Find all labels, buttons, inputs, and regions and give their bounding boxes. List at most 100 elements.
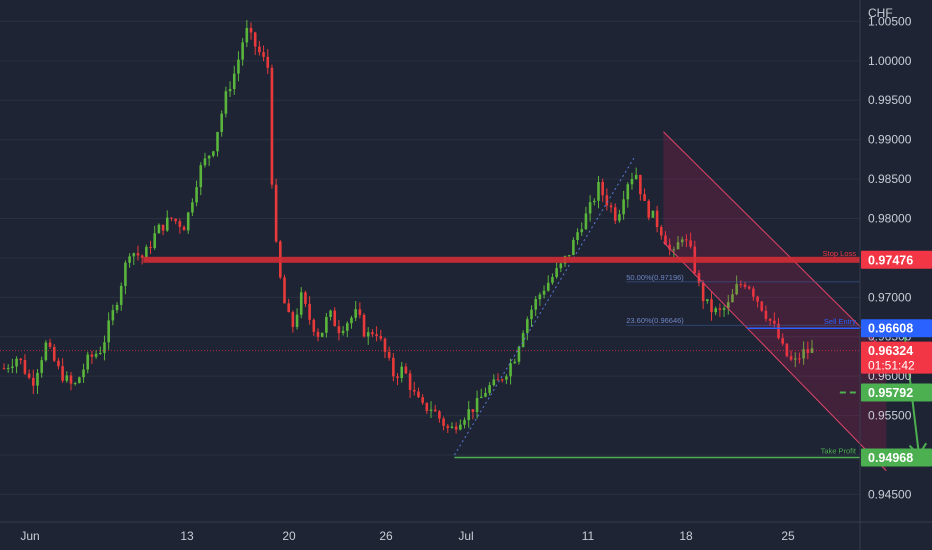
- price-tag-3-text: 0.94968: [868, 451, 913, 465]
- candle-body: [186, 212, 190, 231]
- current-price-tag-bg[interactable]: [861, 341, 932, 374]
- candle-body: [655, 210, 659, 228]
- candle-body: [224, 91, 228, 114]
- candle-body: [798, 358, 801, 360]
- candle-body: [366, 332, 370, 337]
- candle-body: [136, 253, 140, 256]
- candle-body: [195, 187, 198, 203]
- candle-body: [266, 56, 270, 68]
- candle-body: [747, 286, 751, 289]
- candle-body: [132, 253, 136, 257]
- candle-body: [387, 351, 391, 358]
- candle-body: [706, 299, 709, 301]
- candle-body: [517, 346, 521, 362]
- candle-body: [149, 246, 152, 248]
- candle-body: [417, 391, 420, 398]
- y-tick-label: 0.95500: [868, 409, 912, 423]
- candle-body: [82, 369, 85, 378]
- candle-body: [6, 367, 10, 369]
- candle-body: [304, 292, 307, 304]
- candle-body: [471, 409, 475, 412]
- candle-body: [15, 358, 18, 367]
- candle-body: [161, 224, 165, 231]
- price-tag-0-bg[interactable]: [861, 250, 932, 269]
- candle-body: [710, 299, 713, 313]
- candle-body: [23, 360, 27, 374]
- candle-body: [103, 342, 106, 353]
- candle-body: [488, 385, 491, 393]
- channel-lower-line[interactable]: [663, 241, 887, 472]
- candle-body: [245, 27, 249, 43]
- candle-body: [492, 379, 496, 386]
- candle-body: [793, 358, 797, 360]
- candle-body: [299, 292, 303, 315]
- candle-body: [111, 310, 115, 321]
- candle-body: [509, 363, 512, 377]
- current-price-tag-timer: 01:51:42: [868, 359, 915, 373]
- x-tick-label: 25: [781, 529, 795, 543]
- price-tag-2-bg[interactable]: [861, 383, 932, 402]
- price-tag-1-bg[interactable]: [861, 319, 932, 338]
- candle-body: [584, 213, 588, 230]
- candle-body: [61, 366, 64, 381]
- candle-body: [124, 262, 127, 286]
- candle-body: [714, 308, 718, 313]
- candle-body: [559, 263, 563, 269]
- fib-trendline[interactable]: [454, 155, 636, 456]
- candle-body: [329, 310, 332, 317]
- candle-body: [291, 312, 295, 327]
- candle-body: [345, 323, 349, 331]
- x-tick-label: 18: [679, 529, 693, 543]
- candle-body: [731, 294, 734, 303]
- candle-body: [212, 151, 215, 156]
- candle-body: [588, 202, 592, 214]
- candle-body: [680, 239, 684, 243]
- candle-body: [379, 335, 383, 339]
- candle-body: [78, 377, 81, 384]
- candle-body: [463, 420, 466, 425]
- y-tick-label: 0.97000: [868, 290, 912, 304]
- candle-body: [337, 326, 341, 334]
- candle-body: [810, 348, 814, 353]
- candle-body: [668, 244, 671, 250]
- candle-body: [107, 320, 110, 343]
- candle-body: [325, 316, 328, 333]
- candle-body: [400, 366, 404, 378]
- price-tag-2-text: 0.95792: [868, 386, 913, 400]
- candle-body: [312, 319, 316, 332]
- candle-body: [165, 217, 169, 231]
- candle-body: [450, 426, 454, 428]
- fib-label-1: 23.60%(0.96646): [626, 316, 684, 325]
- candle-body: [69, 375, 73, 384]
- channel-upper-line[interactable]: [663, 131, 887, 353]
- candle-body: [396, 376, 399, 378]
- candle-body: [768, 318, 772, 321]
- candle-body: [232, 73, 236, 90]
- candle-body: [429, 409, 433, 411]
- candle-body: [57, 360, 60, 367]
- candle-body: [90, 354, 94, 357]
- candle-body: [496, 379, 500, 381]
- candle-body: [86, 354, 90, 370]
- candle-body: [404, 366, 408, 374]
- candle-body: [157, 224, 161, 234]
- price-tag-3-bg[interactable]: [861, 448, 932, 467]
- stop-loss-band[interactable]: [143, 256, 860, 263]
- channel-fill: [663, 131, 887, 471]
- candle-body: [618, 214, 621, 221]
- candle-body: [789, 356, 793, 360]
- candle-body: [207, 155, 211, 159]
- candle-body: [701, 282, 705, 301]
- level-label-0: Stop Loss: [823, 249, 857, 258]
- x-tick-label: 26: [379, 529, 393, 543]
- candle-body: [11, 366, 14, 368]
- candle-body: [521, 333, 525, 347]
- candle-body: [32, 377, 35, 386]
- candle-body: [316, 331, 320, 337]
- y-tick-label: 0.98000: [868, 211, 912, 225]
- candle-body: [454, 426, 458, 430]
- candle-body: [446, 425, 450, 428]
- x-tick-label: Jul: [458, 529, 473, 543]
- candle-body: [743, 284, 747, 287]
